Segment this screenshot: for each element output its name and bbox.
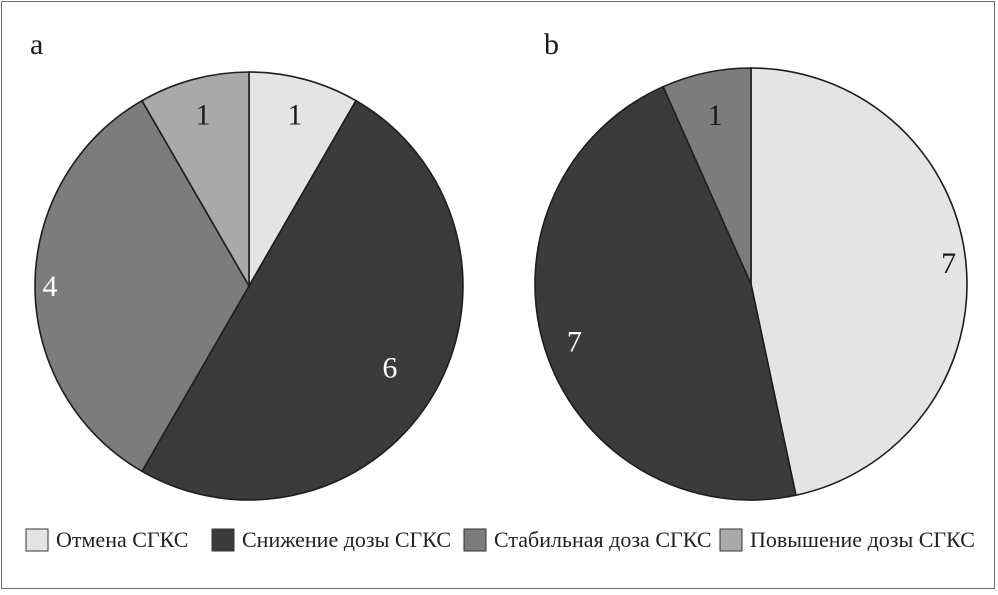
- pie-a-slice-1-label: 6: [382, 351, 397, 384]
- pie-b-slice-2-label: 1: [708, 99, 723, 132]
- pie-a-slice-1: [140, 99, 464, 501]
- legend-label-2: Стабильная доза СГКС: [494, 527, 712, 552]
- pie-a-slice-2-label: 4: [42, 270, 57, 303]
- pie-b-slice-0-label: 7: [941, 247, 956, 280]
- legend-swatch-1: [211, 528, 235, 552]
- pie-b-slice-2: [662, 67, 752, 285]
- panel-label-b: b: [544, 28, 559, 61]
- legend-label-1: Снижение дозы СГКС: [242, 527, 451, 552]
- pie-b-slice-0: [750, 67, 968, 497]
- pie-chart-a: a 1 6 4 1: [30, 28, 464, 501]
- pie-a-slice-2: [34, 99, 250, 473]
- pie-b-slice-1: [534, 85, 797, 501]
- legend-label-3: Повышение дозы СГКС: [750, 527, 975, 552]
- legend: Отмена СГКС Снижение дозы СГКС Стабильная …: [25, 527, 975, 552]
- legend-swatch-0: [25, 528, 49, 552]
- pie-a-slice-3-label: 1: [196, 98, 211, 131]
- legend-swatch-3: [719, 528, 743, 552]
- pie-a-slice-3: [140, 71, 250, 289]
- panel-label-a: a: [30, 28, 43, 61]
- pie-a-slice-0-label: 1: [287, 98, 302, 131]
- pie-a-slice-0: [248, 71, 358, 289]
- legend-label-0: Отмена СГКС: [56, 527, 188, 552]
- pie-b-slice-1-label: 7: [567, 325, 582, 358]
- pie-chart-b: b 7 7 1: [534, 28, 968, 501]
- legend-swatch-2: [463, 528, 487, 552]
